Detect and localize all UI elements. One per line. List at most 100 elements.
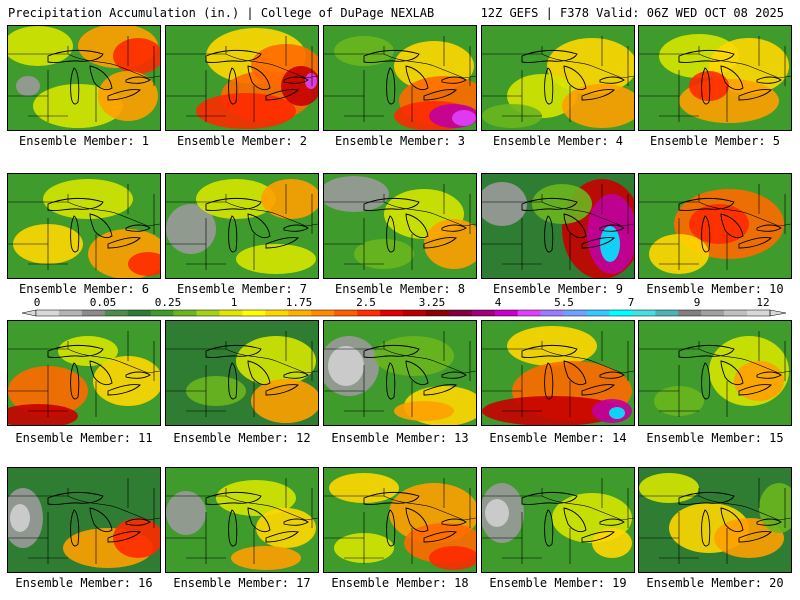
precip-shading <box>196 93 296 129</box>
member-label: Ensemble Member: 15 <box>646 431 784 445</box>
member-map-panel <box>481 320 635 426</box>
precipitation-map <box>166 174 318 278</box>
precip-shading <box>600 226 620 262</box>
member-map-panel <box>165 467 319 573</box>
precip-shading <box>58 336 118 366</box>
precip-shading <box>93 356 160 406</box>
member-map-panel <box>638 25 792 131</box>
precip-shading <box>532 184 592 224</box>
precipitation-map <box>482 468 634 572</box>
colorbar-segment <box>517 310 541 316</box>
great-lakes-outline <box>47 491 151 547</box>
great-lakes-outline <box>205 491 309 547</box>
member-map-panel <box>638 467 792 573</box>
member-map-panel <box>481 173 635 279</box>
member-label: Ensemble Member: 4 <box>492 134 624 148</box>
colorbar-segment <box>357 310 381 316</box>
precipitation-map <box>8 174 160 278</box>
precip-shading <box>452 110 476 126</box>
member-map-panel <box>7 467 161 573</box>
member-label: Ensemble Member: 10 <box>646 282 784 296</box>
colorbar-segment <box>540 310 564 316</box>
state-borders <box>8 478 160 564</box>
precipitation-map <box>639 174 791 278</box>
state-borders <box>166 478 318 564</box>
state-borders <box>8 36 160 122</box>
precip-shading <box>734 361 784 401</box>
colorbar-label: 3.25 <box>418 296 446 309</box>
colorbar-segment <box>173 310 197 316</box>
member-map-panel <box>165 25 319 131</box>
member-label: Ensemble Member: 13 <box>331 431 469 445</box>
colorbar-label: 9 <box>693 296 701 309</box>
great-lakes-outline <box>47 49 151 105</box>
member-label: Ensemble Member: 14 <box>489 431 627 445</box>
colorbar-label: 1 <box>230 296 238 309</box>
colorbar-segment <box>724 310 748 316</box>
member-map-panel <box>7 173 161 279</box>
state-borders <box>482 36 634 122</box>
state-borders <box>166 184 318 270</box>
precipitation-map <box>324 321 476 425</box>
member-map-panel <box>165 320 319 426</box>
colorbar-segment <box>403 310 427 316</box>
precipitation-map <box>166 26 318 130</box>
member-label: Ensemble Member: 2 <box>176 134 308 148</box>
precipitation-map <box>8 321 160 425</box>
precip-shading <box>324 176 389 212</box>
precipitation-map <box>639 26 791 130</box>
colorbar-segment <box>265 310 289 316</box>
precipitation-map <box>8 468 160 572</box>
member-label: Ensemble Member: 9 <box>492 282 624 296</box>
state-borders <box>639 478 791 564</box>
colorbar-segment <box>563 310 587 316</box>
great-lakes-outline <box>521 197 625 253</box>
colorbar-segment <box>81 310 106 316</box>
colorbar-label: 0.25 <box>154 296 182 309</box>
great-lakes-outline <box>47 344 151 400</box>
precip-shading <box>482 182 527 226</box>
member-map-panel <box>323 320 477 426</box>
colorbar-segment <box>127 310 151 316</box>
member-label: Ensemble Member: 12 <box>173 431 311 445</box>
precipitation-map <box>166 321 318 425</box>
precip-shading <box>429 546 476 570</box>
great-lakes-outline <box>363 344 467 400</box>
precip-shading <box>305 73 317 89</box>
great-lakes-outline <box>47 197 151 253</box>
member-map-panel <box>323 467 477 573</box>
colorbar-segment <box>448 310 473 316</box>
colorbar-outline <box>35 309 771 317</box>
precip-shading <box>196 179 276 219</box>
colorbar-segment <box>380 310 404 316</box>
precip-shading <box>639 473 699 503</box>
state-borders <box>639 331 791 417</box>
colorbar-label: 5.5 <box>554 296 574 309</box>
state-borders <box>8 331 160 417</box>
map-title: Precipitation Accumulation (in.) | Colle… <box>8 6 435 20</box>
precip-shading <box>166 491 206 535</box>
great-lakes-outline <box>363 491 467 547</box>
precipitation-map <box>324 468 476 572</box>
member-label: Ensemble Member: 11 <box>15 431 153 445</box>
colorbar-segment <box>288 310 312 316</box>
colorbar-segment <box>311 310 335 316</box>
state-borders <box>166 36 318 122</box>
colorbar-segment <box>196 310 220 316</box>
colorbar-left-arrow <box>21 309 37 317</box>
state-borders <box>482 331 634 417</box>
colorbar-right-arrow <box>769 309 787 317</box>
colorbar-segment <box>471 310 496 316</box>
colorbar-label: 12 <box>756 296 770 309</box>
colorbar-segment <box>586 310 610 316</box>
precip-shading <box>507 326 597 366</box>
precip-shading <box>328 346 364 386</box>
colorbar-segment <box>747 310 771 316</box>
precip-shading <box>354 239 414 269</box>
colorbar-segment <box>609 310 633 316</box>
colorbar-segment <box>655 310 679 316</box>
great-lakes-outline <box>205 344 309 400</box>
colorbar-segment <box>701 310 725 316</box>
precip-shading <box>128 252 160 276</box>
state-borders <box>639 184 791 270</box>
